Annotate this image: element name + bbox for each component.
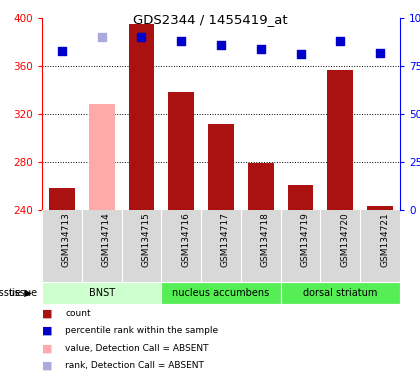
Text: tissue ▶: tissue ▶ xyxy=(0,288,32,298)
Bar xyxy=(367,206,393,210)
Point xyxy=(218,42,224,48)
Text: tissue: tissue xyxy=(9,288,38,298)
Text: GDS2344 / 1455419_at: GDS2344 / 1455419_at xyxy=(133,13,287,26)
Bar xyxy=(288,185,313,210)
Point xyxy=(257,46,264,52)
Text: ■: ■ xyxy=(42,361,52,371)
Text: GSM134715: GSM134715 xyxy=(142,212,150,267)
Text: dorsal striatum: dorsal striatum xyxy=(303,288,378,298)
Text: ■: ■ xyxy=(42,343,52,353)
Point xyxy=(297,51,304,58)
Bar xyxy=(89,104,115,210)
Text: count: count xyxy=(65,309,91,318)
Text: GSM134719: GSM134719 xyxy=(301,212,310,267)
Bar xyxy=(208,124,234,210)
Text: BNST: BNST xyxy=(89,288,115,298)
Text: ■: ■ xyxy=(42,326,52,336)
Bar xyxy=(49,189,75,210)
Text: GSM134720: GSM134720 xyxy=(340,212,349,267)
Text: GSM134716: GSM134716 xyxy=(181,212,190,267)
Bar xyxy=(281,282,400,304)
Text: GSM134721: GSM134721 xyxy=(380,212,389,267)
Point xyxy=(178,38,184,44)
Text: GSM134714: GSM134714 xyxy=(102,212,110,267)
Point xyxy=(58,48,65,54)
Text: rank, Detection Call = ABSENT: rank, Detection Call = ABSENT xyxy=(65,361,204,370)
Text: value, Detection Call = ABSENT: value, Detection Call = ABSENT xyxy=(65,344,209,353)
Text: percentile rank within the sample: percentile rank within the sample xyxy=(65,326,218,335)
Text: ■: ■ xyxy=(42,308,52,318)
Text: nucleus accumbens: nucleus accumbens xyxy=(172,288,270,298)
Point xyxy=(337,38,344,44)
Text: GSM134717: GSM134717 xyxy=(221,212,230,267)
Bar xyxy=(168,93,194,210)
Point xyxy=(98,34,105,40)
Bar xyxy=(161,282,281,304)
Bar xyxy=(248,163,274,210)
Point xyxy=(377,50,383,56)
Text: GSM134713: GSM134713 xyxy=(62,212,71,267)
Text: GSM134718: GSM134718 xyxy=(261,212,270,267)
Bar xyxy=(328,70,353,210)
Bar xyxy=(42,282,161,304)
Bar xyxy=(129,24,155,210)
Point xyxy=(138,34,145,40)
